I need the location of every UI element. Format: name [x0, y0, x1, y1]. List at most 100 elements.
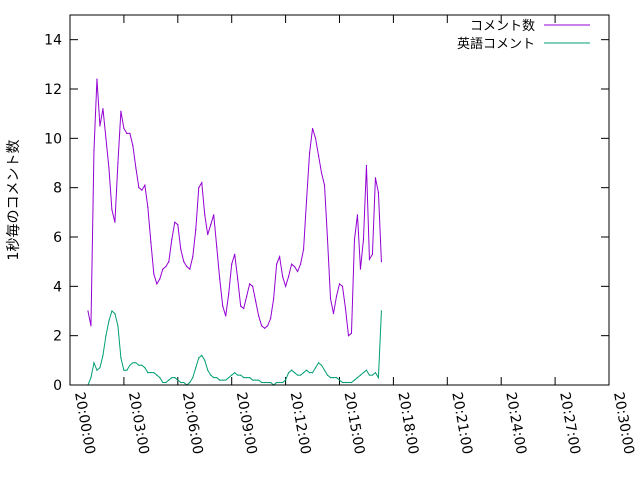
data-point	[329, 377, 332, 379]
data-point	[138, 187, 140, 189]
data-point	[338, 379, 341, 381]
data-point	[87, 310, 89, 312]
data-point	[153, 372, 155, 374]
data-point	[207, 233, 209, 236]
data-point	[90, 325, 92, 327]
data-point	[171, 238, 173, 241]
data-point	[102, 108, 104, 110]
data-point	[371, 374, 374, 376]
data-point	[279, 381, 281, 384]
data-point	[299, 263, 302, 265]
data-point	[335, 295, 338, 297]
data-point	[111, 310, 113, 312]
data-point	[165, 266, 167, 268]
data-point	[126, 132, 128, 134]
data-point	[243, 307, 245, 310]
data-point	[144, 367, 146, 369]
data-point	[362, 372, 365, 374]
data-point	[308, 152, 311, 154]
data-point	[359, 268, 362, 270]
data-point	[189, 381, 191, 384]
data-point	[243, 377, 245, 379]
data-point	[255, 300, 257, 302]
data-point	[299, 374, 302, 376]
y-tick-label: 6	[53, 230, 62, 246]
data-point	[207, 369, 209, 371]
data-point	[332, 312, 335, 315]
data-point	[180, 381, 182, 384]
data-point	[210, 224, 212, 226]
data-point	[192, 377, 194, 379]
data-point	[270, 317, 272, 319]
data-point	[237, 374, 239, 376]
data-point	[228, 377, 230, 379]
data-point	[117, 325, 119, 327]
y-tick-label: 12	[44, 82, 62, 98]
y-tick-label: 0	[53, 378, 62, 394]
data-point	[302, 372, 305, 374]
data-point	[201, 354, 203, 356]
data-point	[93, 362, 95, 364]
data-point	[198, 357, 200, 359]
data-point	[162, 381, 164, 384]
data-point	[159, 377, 161, 379]
data-point	[285, 379, 287, 381]
data-point	[111, 209, 113, 211]
data-point	[314, 137, 317, 139]
data-point	[285, 285, 287, 287]
data-point	[156, 374, 158, 376]
y-tick-label: 2	[53, 329, 62, 345]
data-point	[362, 238, 365, 241]
series-layer	[87, 78, 383, 386]
data-point	[123, 127, 125, 130]
data-point	[183, 381, 185, 384]
data-point	[308, 372, 311, 374]
data-point	[365, 369, 368, 371]
data-point	[276, 263, 278, 265]
data-point	[350, 332, 353, 334]
data-point	[108, 320, 110, 322]
data-point	[99, 367, 101, 369]
data-point	[365, 164, 368, 167]
data-point	[174, 221, 176, 223]
data-point	[326, 238, 329, 241]
data-point	[287, 372, 290, 374]
data-point	[114, 221, 116, 223]
data-point	[377, 192, 380, 194]
data-point	[123, 369, 125, 371]
data-point	[138, 364, 140, 366]
data-point	[195, 367, 197, 369]
data-point	[150, 241, 152, 243]
data-point	[273, 298, 275, 300]
series-2	[87, 310, 383, 386]
data-point	[234, 253, 236, 255]
data-point	[267, 325, 269, 327]
data-point	[240, 374, 242, 376]
y-tick-label: 4	[53, 279, 62, 295]
data-point	[317, 362, 320, 364]
data-point	[290, 369, 293, 371]
data-point	[210, 374, 212, 376]
data-point	[240, 305, 242, 307]
data-point	[189, 268, 191, 270]
data-point	[305, 199, 308, 201]
data-point	[264, 327, 266, 329]
data-point	[225, 379, 227, 381]
plot-frame	[69, 14, 610, 386]
data-point	[216, 377, 218, 379]
data-point	[165, 381, 167, 384]
data-point	[261, 381, 263, 384]
data-point	[249, 377, 251, 379]
data-point	[276, 381, 278, 384]
data-point	[332, 377, 335, 379]
data-point	[105, 137, 107, 139]
data-point	[150, 372, 152, 374]
data-point	[102, 354, 104, 356]
data-point	[96, 78, 98, 80]
data-point	[147, 206, 149, 208]
data-point	[267, 381, 269, 384]
data-point	[231, 263, 233, 265]
data-point	[353, 379, 356, 381]
data-point	[237, 278, 239, 280]
